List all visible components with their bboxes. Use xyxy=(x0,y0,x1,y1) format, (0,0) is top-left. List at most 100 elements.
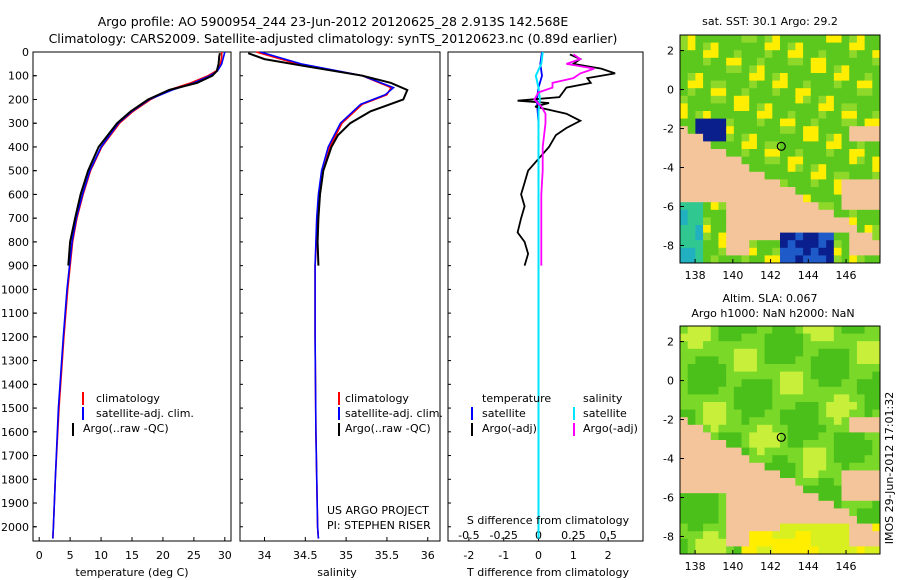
map-cell xyxy=(726,447,735,456)
map-cell xyxy=(795,156,804,165)
map-cell xyxy=(733,432,742,441)
map-cell xyxy=(718,508,727,517)
salinity-axes-frame xyxy=(239,51,441,542)
map-cell xyxy=(749,187,758,195)
map-cell xyxy=(841,364,850,372)
map-cell xyxy=(703,440,712,448)
map-cell xyxy=(826,57,835,66)
map-cell xyxy=(818,156,827,165)
map-cell xyxy=(718,247,727,256)
series-salinity-argo-adj--line xyxy=(533,53,595,266)
map-cell xyxy=(718,462,727,471)
map-cell xyxy=(680,386,689,395)
map-cell xyxy=(864,538,873,547)
map-cell xyxy=(756,386,766,395)
map-cell xyxy=(733,424,742,433)
map-cell xyxy=(841,478,850,486)
map-cell xyxy=(856,118,866,127)
map-cell xyxy=(849,371,858,380)
map-cell xyxy=(872,255,881,264)
map-cell xyxy=(826,65,835,74)
lon-tick-label: 146 xyxy=(836,560,857,573)
map-cell xyxy=(741,447,750,456)
map-cell xyxy=(733,73,742,81)
map-cell xyxy=(864,455,873,464)
map-cell xyxy=(772,341,781,350)
map-cell xyxy=(756,348,766,357)
lon-tick-label: 142 xyxy=(760,269,781,282)
map-cell xyxy=(749,50,758,59)
map-cell xyxy=(772,394,781,403)
map-cell xyxy=(810,42,819,51)
map-cell xyxy=(718,141,727,150)
map-cell xyxy=(864,171,873,180)
map-cell xyxy=(687,156,696,165)
argo-location-marker xyxy=(776,141,786,151)
map-cell xyxy=(764,80,773,89)
map-cell xyxy=(695,523,704,532)
difference-panel: -2 -1 0 1 2-0.5 -0.25 0 0.25 0.5 S difference fr… xyxy=(327,51,644,579)
lat-tick-label: -8 xyxy=(663,530,674,543)
map-cell xyxy=(687,538,696,547)
map-cell xyxy=(772,232,781,241)
map-cell xyxy=(787,156,796,165)
map-cell xyxy=(680,202,689,211)
map-cell xyxy=(849,402,858,410)
map-cell xyxy=(695,247,704,256)
map-cell xyxy=(756,508,766,517)
map-cell xyxy=(795,171,804,180)
map-cell xyxy=(718,417,727,426)
series-salinity-satellite-line xyxy=(534,51,544,539)
map-cell xyxy=(826,88,835,97)
map-cell xyxy=(795,50,804,59)
map-cell xyxy=(810,493,819,502)
map-cell xyxy=(818,326,827,334)
map-cell xyxy=(772,348,781,357)
map-cell xyxy=(856,379,866,388)
map-cell xyxy=(849,485,858,494)
map-cell xyxy=(826,440,835,448)
map-cell xyxy=(810,333,819,342)
map-cell xyxy=(833,141,842,150)
map-cell xyxy=(864,493,873,502)
map-cell xyxy=(803,538,812,547)
map-cell xyxy=(803,348,812,357)
map-cell xyxy=(795,508,804,517)
map-cell xyxy=(856,538,866,547)
map-cell xyxy=(833,364,842,372)
map-cell xyxy=(795,470,804,479)
map-cell xyxy=(710,546,719,555)
map-cell xyxy=(749,179,758,188)
map-cell xyxy=(810,126,819,135)
map-cell xyxy=(710,103,719,112)
map-cell xyxy=(810,164,819,173)
map-cell xyxy=(864,364,873,372)
map-cell xyxy=(803,202,812,211)
map-cell xyxy=(749,531,758,540)
map-cell xyxy=(872,118,881,127)
map-cell xyxy=(710,179,719,188)
map-cell xyxy=(703,531,712,540)
map-cell xyxy=(756,126,766,135)
sst-map-frame xyxy=(679,34,881,264)
map-cell xyxy=(833,149,842,157)
map-cell xyxy=(818,546,827,555)
map-cell xyxy=(749,348,758,357)
map-cell xyxy=(856,202,866,211)
map-cell xyxy=(833,440,842,448)
map-cell xyxy=(726,538,735,547)
map-cell xyxy=(872,149,881,157)
map-cell xyxy=(772,42,781,51)
map-cell xyxy=(849,118,858,127)
map-cell xyxy=(803,187,812,195)
map-cell xyxy=(856,88,866,97)
map-cell xyxy=(872,42,881,51)
map-cell xyxy=(695,409,704,418)
map-cell xyxy=(841,470,850,479)
map-cell xyxy=(818,149,827,157)
map-cell xyxy=(772,386,781,395)
series-satellite-adj-clim--line xyxy=(260,51,396,539)
map-cell xyxy=(795,462,804,471)
map-cell xyxy=(733,42,742,51)
map-cell xyxy=(749,232,758,241)
